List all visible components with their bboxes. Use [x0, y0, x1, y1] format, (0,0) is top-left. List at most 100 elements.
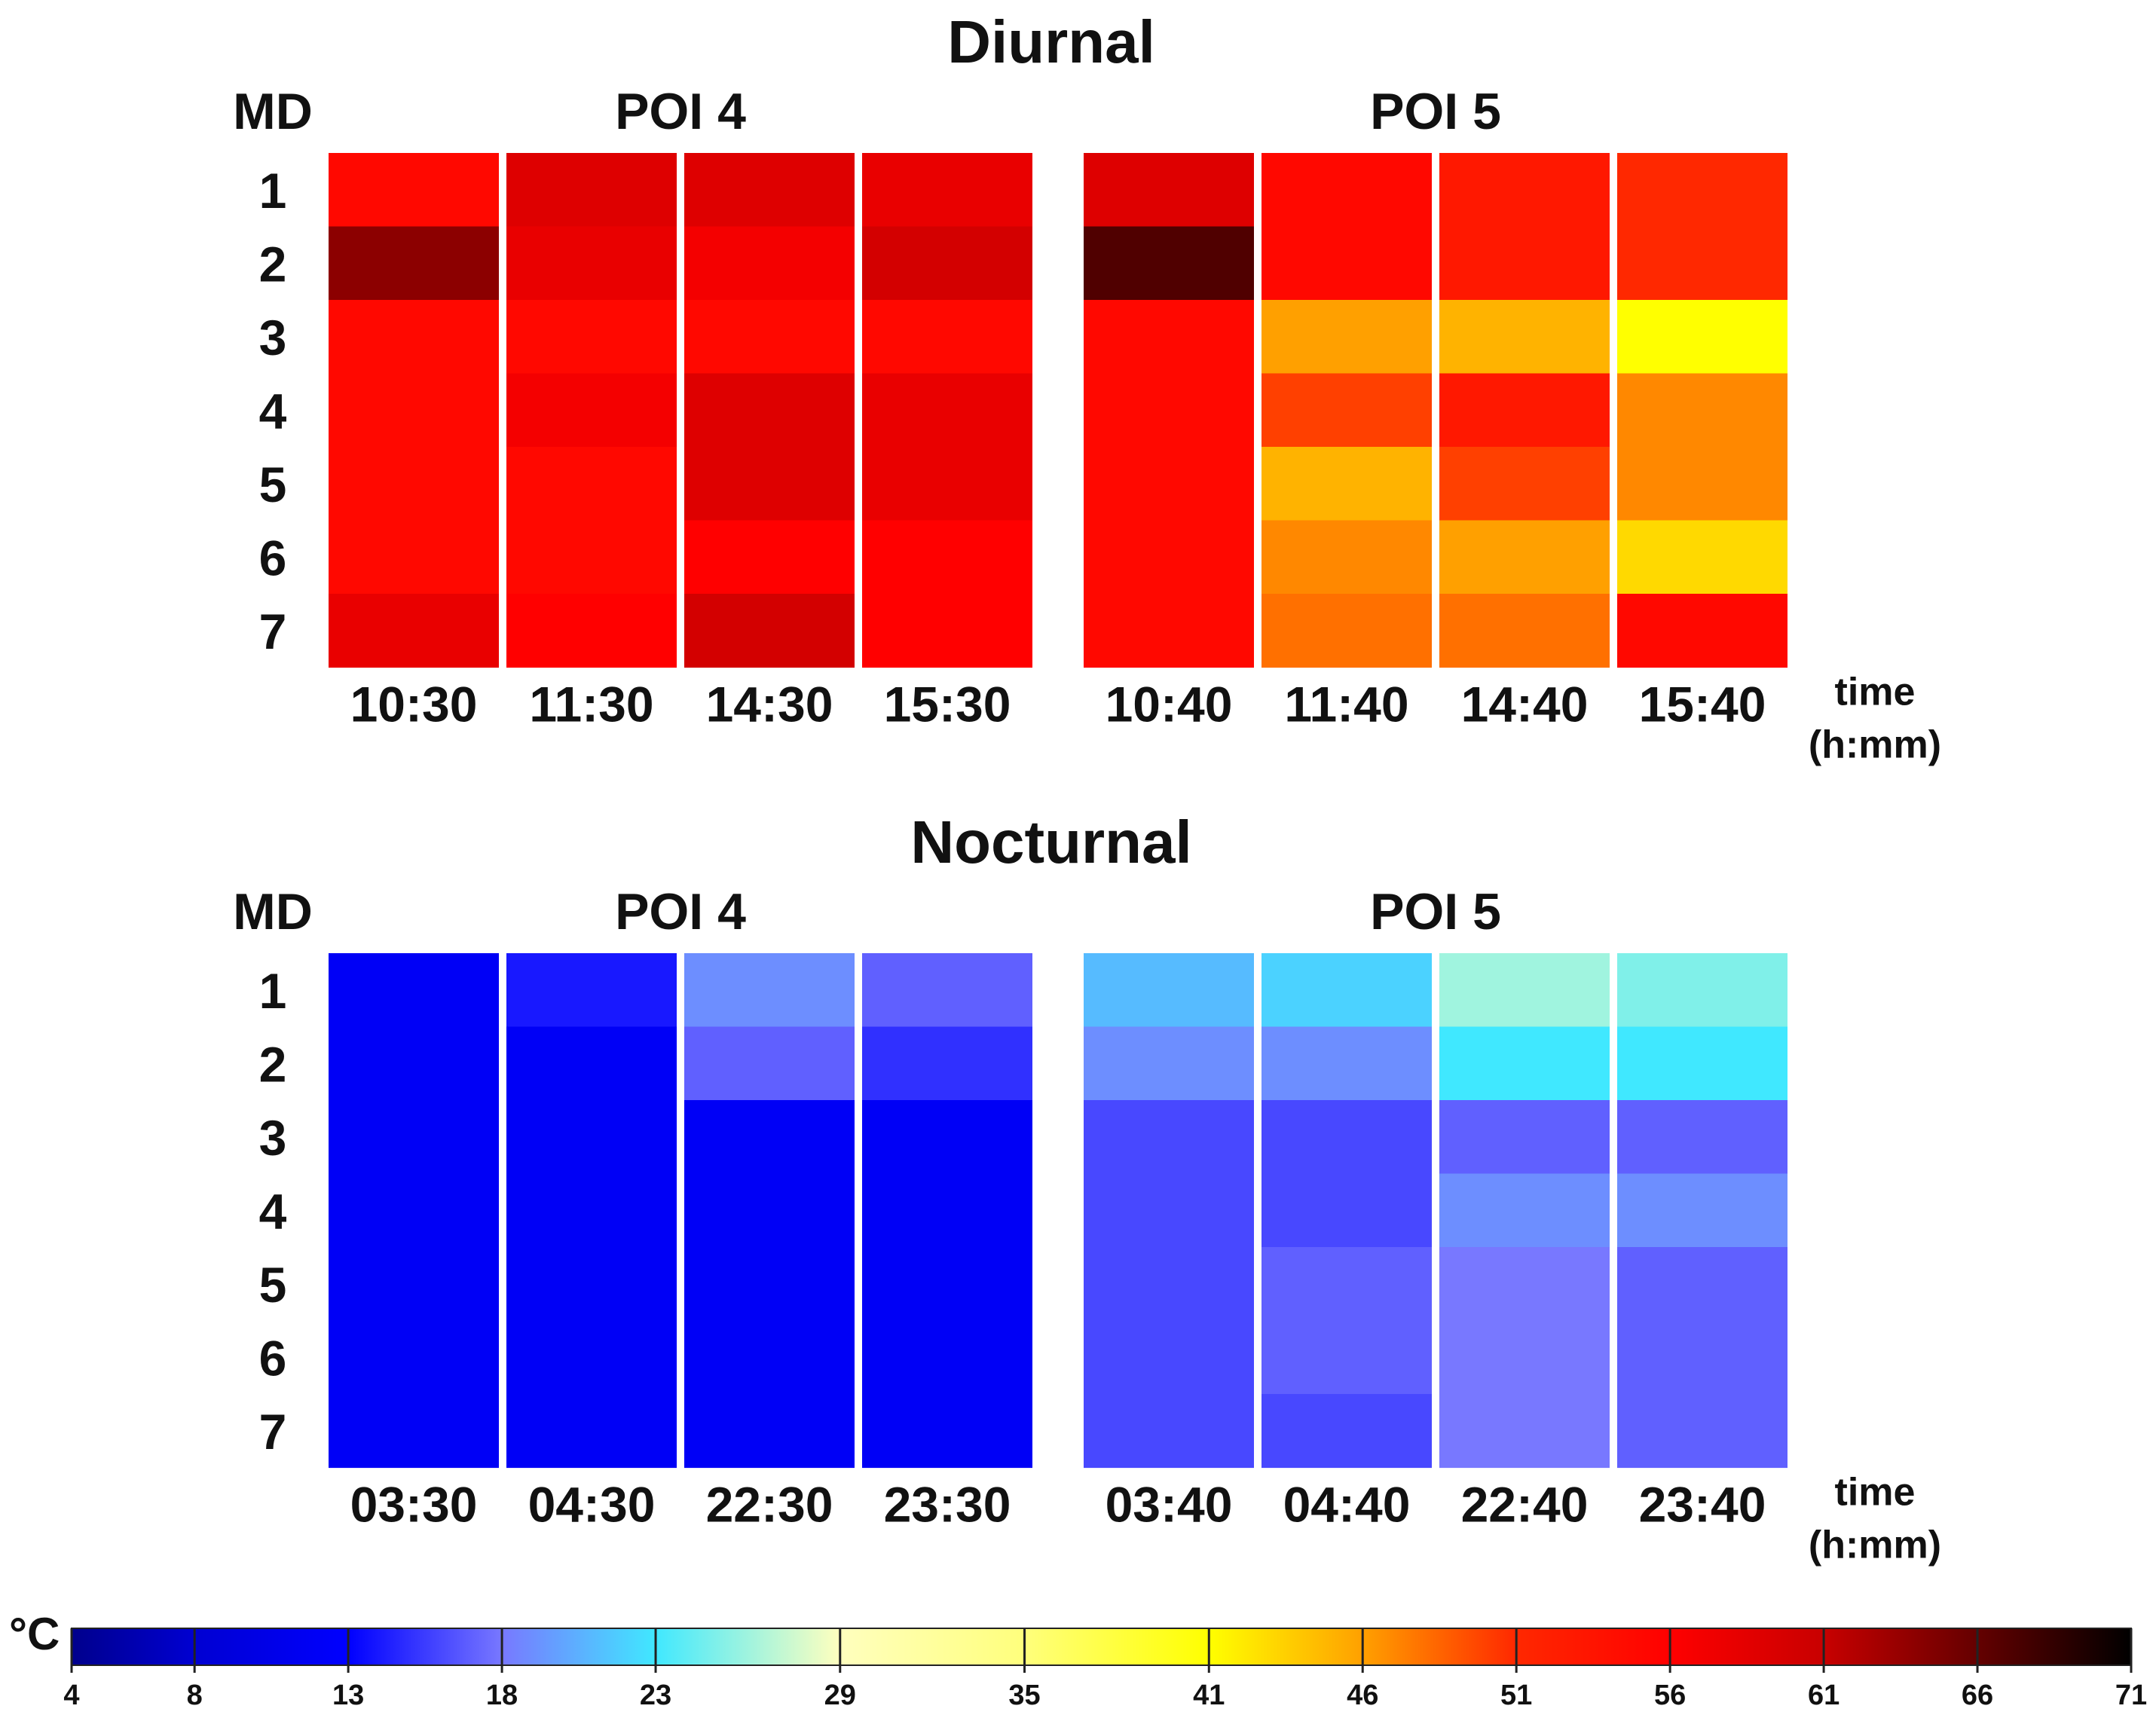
colorbar-layer: °C4 8 13 18 23 29 35 41 46 51 56 61 66 71	[9, 1609, 2147, 1711]
heatmap-column: POI 4 10:30 MD 1: 55 °CPOI 4 10:30 MD 2:…	[329, 153, 499, 668]
heatmap-cell: POI 5 14:40 MD 6: 46 °C	[1439, 520, 1610, 595]
group-label: POI 4	[615, 83, 746, 140]
heatmap-cell: POI 4 03:30 MD 2: 12 °C	[329, 1026, 499, 1101]
row-label: 7	[259, 604, 287, 659]
heatmap-cell: POI 4 22:30 MD 3: 12 °C	[684, 1100, 855, 1175]
heatmap-cell: POI 4 23:30 MD 5: 12 °C	[862, 1247, 1032, 1322]
time-label: 10:30	[350, 677, 478, 732]
row-label: 6	[259, 530, 287, 585]
heatmap-column: POI 5 23:40 MD 1: 25 °CPOI 5 23:40 MD 2:…	[1617, 953, 1787, 1469]
colorbar-tick-label: 29	[824, 1680, 856, 1711]
heatmap-cell: POI 5 11:40 MD 2: 55 °C	[1261, 226, 1432, 301]
heatmap-cell: POI 4 03:30 MD 5: 12 °C	[329, 1247, 499, 1322]
heatmap-column: POI 4 04:30 MD 1: 14 °CPOI 4 04:30 MD 2:…	[506, 953, 677, 1469]
heatmap-cell: POI 5 04:40 MD 1: 22 °C	[1261, 953, 1432, 1028]
group-poi-5: POI 5 POI 5 03:40 MD 1: 21 °C POI 5 03:40 …	[1084, 883, 1787, 1533]
colorbar-tick-label: 61	[1808, 1680, 1839, 1711]
time-axis-label: time	[1835, 1471, 1916, 1515]
heatmap-column: POI 5 14:40 MD 1: 53 °CPOI 5 14:40 MD 2:…	[1439, 153, 1610, 668]
heatmap-cell: POI 4 23:30 MD 6: 12 °C	[862, 1320, 1032, 1395]
heatmap-cell: POI 5 11:40 MD 4: 50 °C	[1261, 373, 1432, 448]
group-poi-4: POI 4POI 4 10:30 MD 1: 55 °CPOI 4 10:30 …	[329, 83, 1032, 732]
heatmap-cell: POI 4 23:30 MD 7: 12 °C	[862, 1394, 1032, 1469]
time-label: 03:30	[350, 1477, 478, 1533]
heatmap-cell: POI 4 23:30 MD 1: 17 °C	[862, 953, 1032, 1028]
heatmap-cell: POI 4 04:30 MD 5: 12 °C	[506, 1247, 677, 1322]
colorbar-tick-label: 66	[1962, 1680, 1993, 1711]
group-poi-5: POI 5POI 5 10:40 MD 1: 59 °CPOI 5 10:40 …	[1084, 83, 1787, 732]
panel-diurnal: Diurnal MD 1 2 3 4 5 6 7 POI 4 POI 4 10:30 MD 1: 5…	[233, 8, 1941, 767]
heatmap-column: POI 4 23:30 MD 1: 17 °CPOI 4 23:30 MD 2:…	[862, 953, 1032, 1469]
colorbar-tick-label: 41	[1193, 1680, 1225, 1711]
row-label: 3	[259, 1110, 287, 1166]
heatmap-cell: POI 4 22:30 MD 4: 12 °C	[684, 1173, 855, 1248]
heatmap-cell: POI 4 22:30 MD 7: 12 °C	[684, 1394, 855, 1469]
heatmap-cell: POI 4 14:30 MD 1: 59 °C	[684, 153, 855, 228]
heatmap-column: POI 4 03:30 MD 1: 12 °CPOI 4 03:30 MD 2:…	[329, 953, 499, 1469]
row-label: 2	[259, 236, 287, 292]
time-axis-unit: (h:mm)	[1809, 1524, 1941, 1567]
row-label: 2	[259, 1036, 287, 1092]
heatmap-cell: POI 5 11:40 MD 3: 46 °C	[1261, 300, 1432, 374]
time-axis-unit: (h:mm)	[1809, 723, 1941, 767]
heatmap-cell: POI 4 15:30 MD 6: 56 °C	[862, 520, 1032, 595]
heatmap-cell: POI 5 22:40 MD 5: 18 °C	[1439, 1247, 1610, 1322]
heatmap-cell: POI 5 14:40 MD 3: 45 °C	[1439, 300, 1610, 374]
heatmap-cell: POI 4 04:30 MD 6: 12 °C	[506, 1320, 677, 1395]
heatmap-cell: POI 4 04:30 MD 2: 12 °C	[506, 1026, 677, 1101]
group-label: POI 4	[615, 883, 746, 940]
heatmap-cell: POI 5 04:40 MD 5: 17 °C	[1261, 1247, 1432, 1322]
colorbar-tick-label: 71	[2115, 1680, 2147, 1711]
heatmap-cell: POI 4 10:30 MD 2: 64 °C	[329, 226, 499, 301]
heatmap-cell: POI 4 03:30 MD 1: 12 °C	[329, 953, 499, 1028]
heatmap-cell: POI 4 03:30 MD 7: 12 °C	[329, 1394, 499, 1469]
row-label: 5	[259, 457, 287, 512]
heatmap-cell: POI 4 03:30 MD 3: 12 °C	[329, 1100, 499, 1175]
heatmap-cell: POI 5 15:40 MD 5: 47 °C	[1617, 447, 1787, 521]
heatmap-cell: POI 5 03:40 MD 1: 21 °C	[1084, 953, 1254, 1028]
heatmap-cell: POI 5 10:40 MD 4: 55 °C	[1084, 373, 1254, 448]
heatmap-cell: POI 5 15:40 MD 6: 43 °C	[1617, 520, 1787, 595]
heatmap-cell: POI 5 14:40 MD 7: 48 °C	[1439, 594, 1610, 668]
heatmap-cell: POI 5 23:40 MD 6: 17 °C	[1617, 1320, 1787, 1395]
heatmap-cell: POI 4 11:30 MD 6: 55 °C	[506, 520, 677, 595]
colorbar-tick-label: 56	[1654, 1680, 1686, 1711]
heatmap-cell: POI 5 03:40 MD 5: 16 °C	[1084, 1247, 1254, 1322]
heatmap-cell: POI 5 15:40 MD 1: 51 °C	[1617, 153, 1787, 228]
heatmap-cell: POI 4 14:30 MD 6: 56 °C	[684, 520, 855, 595]
row-label: 1	[259, 963, 287, 1019]
row-label: 6	[259, 1330, 287, 1386]
time-label: 22:40	[1461, 1477, 1589, 1533]
row-label: 7	[259, 1404, 287, 1460]
group-label: POI 5	[1370, 883, 1501, 940]
heatmap-column: POI 5 10:40 MD 1: 59 °CPOI 5 10:40 MD 2:…	[1084, 153, 1254, 668]
heatmap-cell: POI 4 22:30 MD 1: 19 °C	[684, 953, 855, 1028]
heatmap-cell: POI 5 04:40 MD 6: 17 °C	[1261, 1320, 1432, 1395]
heatmap-cell: POI 4 10:30 MD 6: 55 °C	[329, 520, 499, 595]
heatmap-cell: POI 4 22:30 MD 6: 12 °C	[684, 1320, 855, 1395]
heatmap-cell: POI 5 23:40 MD 7: 17 °C	[1617, 1394, 1787, 1469]
heatmap-cell: POI 5 15:40 MD 7: 55 °C	[1617, 594, 1787, 668]
heatmap-cell: POI 4 14:30 MD 5: 59 °C	[684, 447, 855, 521]
heatmap-cell: POI 4 14:30 MD 3: 55 °C	[684, 300, 855, 374]
heatmap-cell: POI 5 22:40 MD 3: 17 °C	[1439, 1100, 1610, 1175]
row-label: 3	[259, 310, 287, 365]
heatmap-cell: POI 5 23:40 MD 4: 19 °C	[1617, 1173, 1787, 1248]
heatmap-cell: POI 5 10:40 MD 7: 55 °C	[1084, 594, 1254, 668]
heatmap-cell: POI 4 04:30 MD 1: 14 °C	[506, 953, 677, 1028]
heatmap-cell: POI 5 23:40 MD 5: 17 °C	[1617, 1247, 1787, 1322]
time-label: 04:30	[528, 1477, 656, 1533]
heatmap-cell: POI 4 11:30 MD 4: 57 °C	[506, 373, 677, 448]
group-label: POI 5	[1370, 83, 1501, 140]
heatmap-cell: POI 4 04:30 MD 4: 12 °C	[506, 1173, 677, 1248]
heatmap-cell: POI 4 15:30 MD 7: 56 °C	[862, 594, 1032, 668]
row-label: 1	[259, 163, 287, 219]
colorbar-tick-label: 4	[63, 1680, 79, 1711]
time-label: 14:40	[1461, 677, 1589, 732]
heatmap-cell: POI 5 10:40 MD 1: 59 °C	[1084, 153, 1254, 228]
heatmap-column: POI 5 11:40 MD 1: 55 °CPOI 5 11:40 MD 2:…	[1261, 153, 1432, 668]
heatmap-cell: POI 4 10:30 MD 1: 55 °C	[329, 153, 499, 228]
heatmap-cell: POI 4 10:30 MD 4: 55 °C	[329, 373, 499, 448]
heatmap-cell: POI 4 04:30 MD 3: 12 °C	[506, 1100, 677, 1175]
